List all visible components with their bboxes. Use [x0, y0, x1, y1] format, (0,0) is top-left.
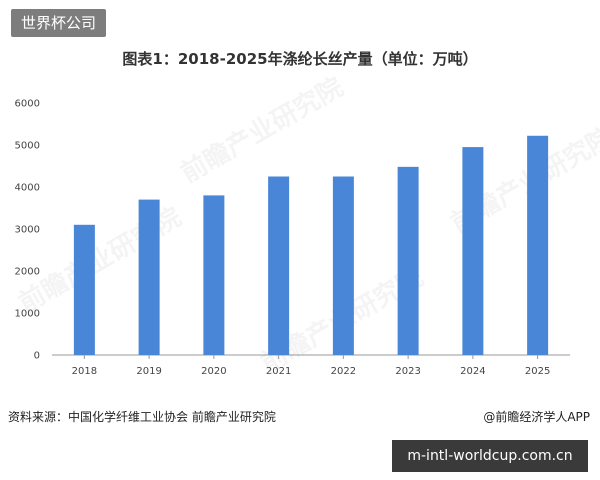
x-tick-label: 2018: [72, 366, 97, 377]
bar: [73, 224, 95, 355]
x-tick-label: 2024: [460, 366, 485, 377]
y-tick-label: 0: [34, 351, 40, 362]
y-tick-label: 1000: [15, 309, 40, 320]
y-tick-label: 6000: [15, 99, 40, 110]
bar: [397, 166, 419, 355]
bar: [203, 195, 225, 355]
x-tick-label: 2023: [395, 366, 420, 377]
bar: [527, 135, 549, 355]
bar: [332, 176, 354, 355]
x-tick-label: 2021: [266, 366, 291, 377]
url-banner[interactable]: m-intl-worldcup.com.cn: [392, 440, 588, 472]
source-note: 资料来源：中国化学纤维工业协会 前瞻产业研究院: [8, 410, 276, 424]
bar: [268, 176, 290, 355]
corner-badge: 世界杯公司: [11, 9, 107, 37]
y-tick-label: 2000: [15, 267, 40, 278]
bar: [462, 147, 484, 355]
brand-credit: @前瞻经济学人APP: [483, 410, 590, 424]
x-tick-label: 2025: [525, 366, 550, 377]
x-tick-label: 2022: [331, 366, 356, 377]
y-tick-label: 4000: [15, 183, 40, 194]
y-tick-label: 3000: [15, 225, 40, 236]
x-tick-label: 2019: [136, 366, 161, 377]
x-tick-label: 2020: [201, 366, 226, 377]
y-tick-label: 5000: [15, 141, 40, 152]
bar: [138, 199, 160, 355]
chart-title: 图表1：2018-2025年涤纶长丝产量（单位：万吨）: [122, 50, 478, 68]
